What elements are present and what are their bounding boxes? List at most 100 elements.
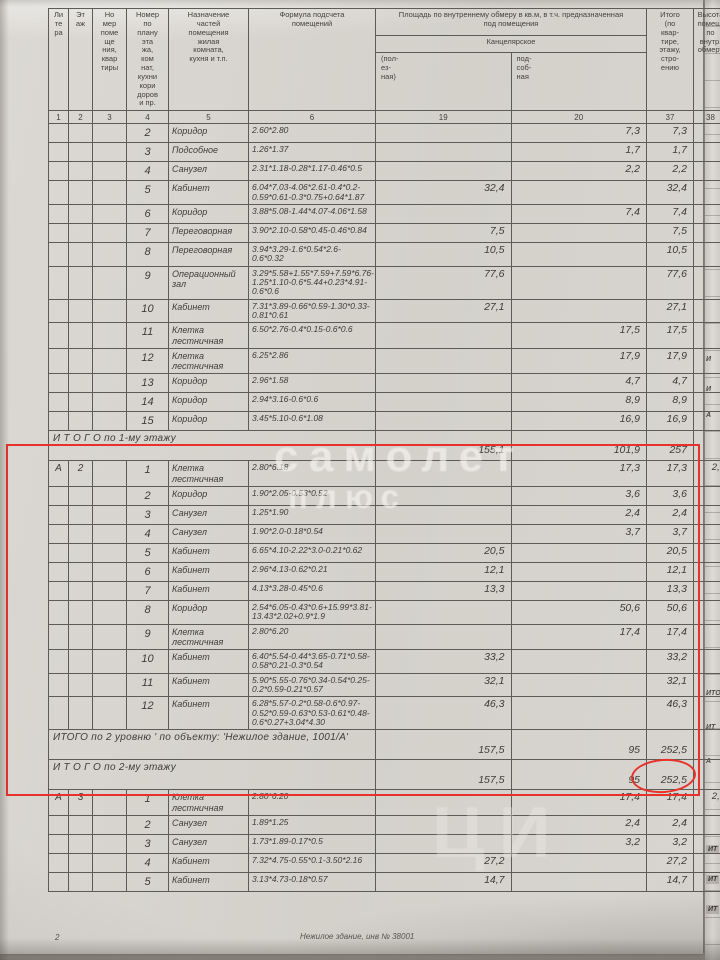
cell-area-useful: 13,3 [375, 580, 512, 601]
col-number: 3 [92, 110, 127, 125]
table-row: 12 Кабинет 6.28*5.57-0.2*0.58-0.6*0.97-0.5… [48, 696, 720, 731]
cell-area-total: 7,5 [646, 222, 694, 243]
cell-formula: 6.40*5.54-0.44*3.65-0.71*0.58-0.58*0.21-… [248, 649, 376, 674]
cell-area-auxiliary [510, 871, 647, 892]
cell-room-type: Клетка лестничная [168, 623, 249, 651]
cell-area-total: 12,1 [646, 561, 694, 582]
col-number: 1 [48, 110, 69, 125]
cell-litera [48, 123, 69, 144]
cell-area-useful: 14,7 [375, 871, 512, 892]
cell-formula: 2.80*6.20 [248, 623, 376, 651]
table-row: 6 Кабинет 2.96*4.13-0.62*0.21 12,1 12,1 [48, 561, 720, 582]
cell-area-total: 2,4 [646, 504, 694, 525]
header-row-1: Ли те ра Эт аж Но мер поме ще ния, квар … [48, 7, 720, 112]
table-row: 5 Кабинет 6.65*4.10-2.22*3.0-0.21*0.62 20,5… [48, 542, 720, 563]
cell-area-total: 252,5 [646, 729, 694, 761]
cell-apt-number [92, 241, 127, 267]
cell-plan-number: 4 [126, 523, 169, 544]
cell-plan-number: 5 [126, 542, 169, 563]
cell-litera [48, 203, 69, 224]
table-row: 14 Коридор 2.94*3.16-0.6*0.6 8,9 8,9 [48, 392, 720, 413]
cell-area-useful: 27,1 [375, 298, 512, 324]
cell-height [693, 322, 720, 349]
cell-room-type: Клетка лестничная [168, 460, 249, 487]
col-header-floor: Эт аж [68, 7, 93, 112]
cell-formula: 2.80*6.20 [248, 789, 376, 816]
cell-area-useful [375, 347, 512, 375]
cell-room-type: Коридор [168, 411, 249, 432]
cell-apt-number [92, 789, 127, 816]
cell-room-type: Коридор [168, 599, 249, 625]
cell-room-type: Санузел [168, 161, 249, 182]
cell-plan-number: 4 [126, 161, 169, 182]
cell-area-auxiliary [510, 561, 647, 582]
cell-formula: 6.25*2.86 [248, 347, 376, 375]
table-row: 4 Санузел 1.90*2.0-0.18*0.54 3,7 3,7 [48, 523, 720, 544]
table-row: 9 Клетка лестничная 2.80*6.20 17,4 17,4 [48, 623, 720, 651]
cell-height [693, 852, 720, 873]
cell-area-total: 50,6 [646, 599, 694, 625]
cell-area-auxiliary: 17,5 [510, 322, 647, 349]
cell-litera [48, 814, 69, 835]
cell-floor [68, 696, 93, 731]
cell-plan-number: 12 [126, 696, 169, 731]
cell-room-type: Кабинет [168, 561, 249, 582]
cell-room-type: Санузел [168, 523, 249, 544]
cell-litera [48, 542, 69, 563]
cell-apt-number [92, 852, 127, 873]
col-header-plan: Номер по плану эта жа, ком нат, кухни ко… [126, 7, 169, 112]
cell-area-useful: 12,1 [375, 561, 512, 582]
cell-area-auxiliary [510, 241, 647, 267]
cell-floor [68, 203, 93, 224]
document-label: Нежилое здание, инв № 38001 [300, 932, 415, 941]
cell-area-useful: 27,2 [375, 852, 512, 873]
cell-area-useful [375, 373, 512, 394]
col-number: 5 [168, 110, 249, 125]
cell-floor [68, 222, 93, 243]
cell-height [693, 649, 720, 674]
cell-apt-number [92, 298, 127, 324]
cell-plan-number: 3 [126, 504, 169, 525]
paper-sheet: Ли те ра Эт аж Но мер поме ще ния, квар … [0, 0, 703, 954]
table-row: 15 Коридор 3.45*5.10-0.6*1.08 16,9 16,9 [48, 411, 720, 432]
cell-floor: 3 [68, 789, 93, 816]
cell-apt-number [92, 222, 127, 243]
cell-formula: 2.94*3.16-0.6*0.6 [248, 392, 376, 413]
cell-room-type: Операционный зал [168, 265, 249, 300]
total-row: И Т О Г О по 2-му этажу 157,5 95 252,5 [48, 759, 720, 791]
cell-area-auxiliary [510, 542, 647, 563]
cell-height [693, 561, 720, 582]
cell-plan-number: 11 [126, 322, 169, 349]
col-header-auxiliary: под- соб- ная [510, 51, 647, 112]
table-header: Ли те ра Эт аж Но мер поме ще ния, квар … [48, 7, 720, 125]
cell-room-type: Кабинет [168, 649, 249, 674]
cell-floor [68, 322, 93, 349]
cell-plan-number: 15 [126, 411, 169, 432]
cell-formula: 1.90*2.05-0.53*0.52 [248, 485, 376, 506]
cell-height [693, 392, 720, 413]
cell-apt-number [92, 203, 127, 224]
cell-height [693, 241, 720, 267]
cell-area-auxiliary: 16,9 [510, 411, 647, 432]
cell-litera [48, 485, 69, 506]
cell-apt-number [92, 814, 127, 835]
table-row: 11 Клетка лестничная 6.50*2.76-0.4*0.15-0.… [48, 322, 720, 349]
cell-area-total: 1,7 [646, 142, 694, 163]
cell-area-total: 2,2 [646, 161, 694, 182]
cell-area-total: 27,2 [646, 852, 694, 873]
cell-height [693, 696, 720, 731]
cell-area-useful [375, 599, 512, 625]
cell-area-useful [375, 833, 512, 854]
cell-plan-number: 12 [126, 347, 169, 375]
cell-apt-number [92, 373, 127, 394]
cell-formula: 2.54*6.05-0.43*0.6+15.99*3.81-13.43*2.02… [248, 599, 376, 625]
cell-plan-number: 8 [126, 241, 169, 267]
cell-apt-number [92, 411, 127, 432]
cell-plan-number: 7 [126, 222, 169, 243]
cell-plan-number: 9 [126, 623, 169, 651]
col-header-area-sub: Канцелярское [375, 35, 647, 53]
cell-area-useful [375, 142, 512, 163]
cell-floor [68, 347, 93, 375]
cell-height [693, 373, 720, 394]
total-row: И Т О Г О по 1-му этажу 155,1 101,9 257 [48, 430, 720, 462]
